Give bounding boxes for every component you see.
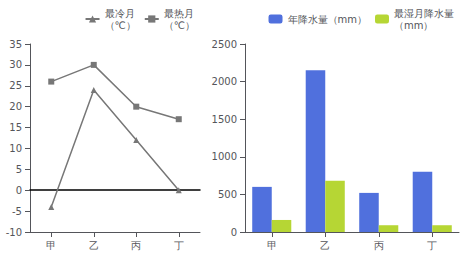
svg-text:甲: 甲 xyxy=(267,240,277,251)
svg-text:最热月: 最热月 xyxy=(164,8,194,19)
svg-text:1500: 1500 xyxy=(212,114,237,125)
svg-text:1000: 1000 xyxy=(212,151,237,162)
svg-text:丁: 丁 xyxy=(174,240,184,251)
svg-text:甲: 甲 xyxy=(46,240,56,251)
svg-text:20: 20 xyxy=(9,101,22,112)
svg-text:2500: 2500 xyxy=(212,39,237,50)
svg-text:乙: 乙 xyxy=(89,240,99,251)
svg-text:（℃）: （℃） xyxy=(164,20,195,31)
svg-text:-10: -10 xyxy=(6,227,22,238)
svg-text:35: 35 xyxy=(9,39,22,50)
svg-text:丙: 丙 xyxy=(131,240,141,251)
svg-text:0: 0 xyxy=(231,227,237,238)
svg-text:年降水量（mm）: 年降水量（mm） xyxy=(288,14,367,25)
svg-text:15: 15 xyxy=(9,122,22,133)
svg-text:最湿月降水量: 最湿月降水量 xyxy=(394,8,454,19)
svg-text:0: 0 xyxy=(16,185,22,196)
svg-text:丁: 丁 xyxy=(427,240,437,251)
svg-text:（mm）: （mm） xyxy=(394,20,433,31)
svg-text:2000: 2000 xyxy=(212,76,237,87)
svg-text:500: 500 xyxy=(218,189,237,200)
svg-text:（℃）: （℃） xyxy=(105,20,136,31)
svg-text:丙: 丙 xyxy=(374,240,384,251)
svg-text:最冷月: 最冷月 xyxy=(105,8,135,19)
svg-text:25: 25 xyxy=(9,80,22,91)
svg-text:5: 5 xyxy=(16,164,22,175)
svg-text:-5: -5 xyxy=(12,206,22,217)
svg-text:10: 10 xyxy=(9,143,22,154)
svg-text:乙: 乙 xyxy=(320,240,330,251)
svg-text:30: 30 xyxy=(9,59,22,70)
